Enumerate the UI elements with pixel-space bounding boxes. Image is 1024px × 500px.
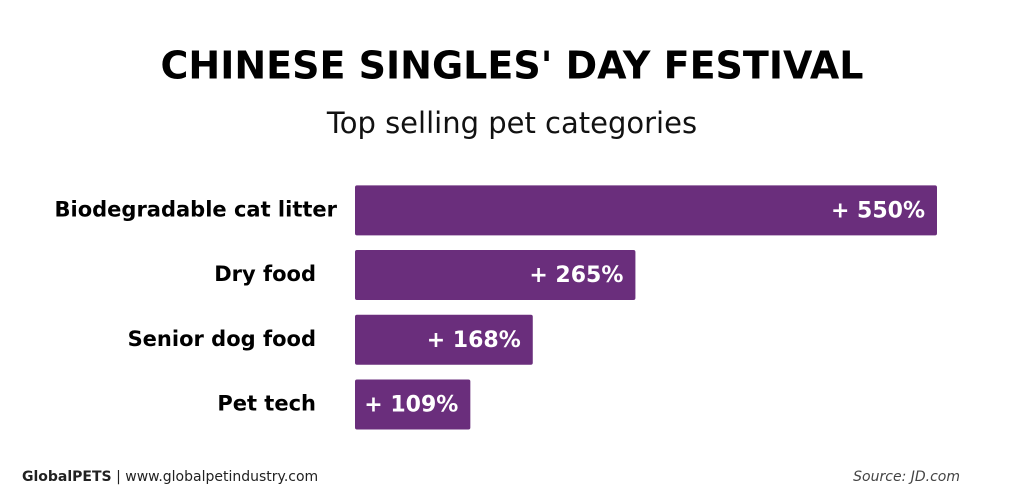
chart-title: CHINESE SINGLES' DAY FESTIVAL — [161, 44, 864, 88]
category-label: Dry food — [214, 262, 316, 286]
source: Source: JD.com — [853, 469, 960, 485]
bar — [355, 185, 937, 236]
category-label: Senior dog food — [128, 327, 316, 351]
footer: GlobalPETS | www.globalpetindustry.com — [22, 469, 318, 485]
separator: | — [116, 469, 121, 485]
bar — [355, 314, 533, 365]
brand: GlobalPETS — [22, 469, 112, 485]
bar — [355, 250, 636, 301]
category-label: Pet tech — [217, 391, 316, 415]
value-label: + 550% — [831, 198, 925, 223]
value-label: + 109% — [364, 392, 458, 417]
website: www.globalpetindustry.com — [125, 469, 318, 485]
value-label: + 265% — [529, 263, 623, 288]
chart-subtitle: Top selling pet categories — [326, 106, 697, 140]
bar — [355, 379, 471, 430]
category-label: Biodegradable cat litter — [55, 197, 338, 221]
value-label: + 168% — [427, 328, 521, 353]
